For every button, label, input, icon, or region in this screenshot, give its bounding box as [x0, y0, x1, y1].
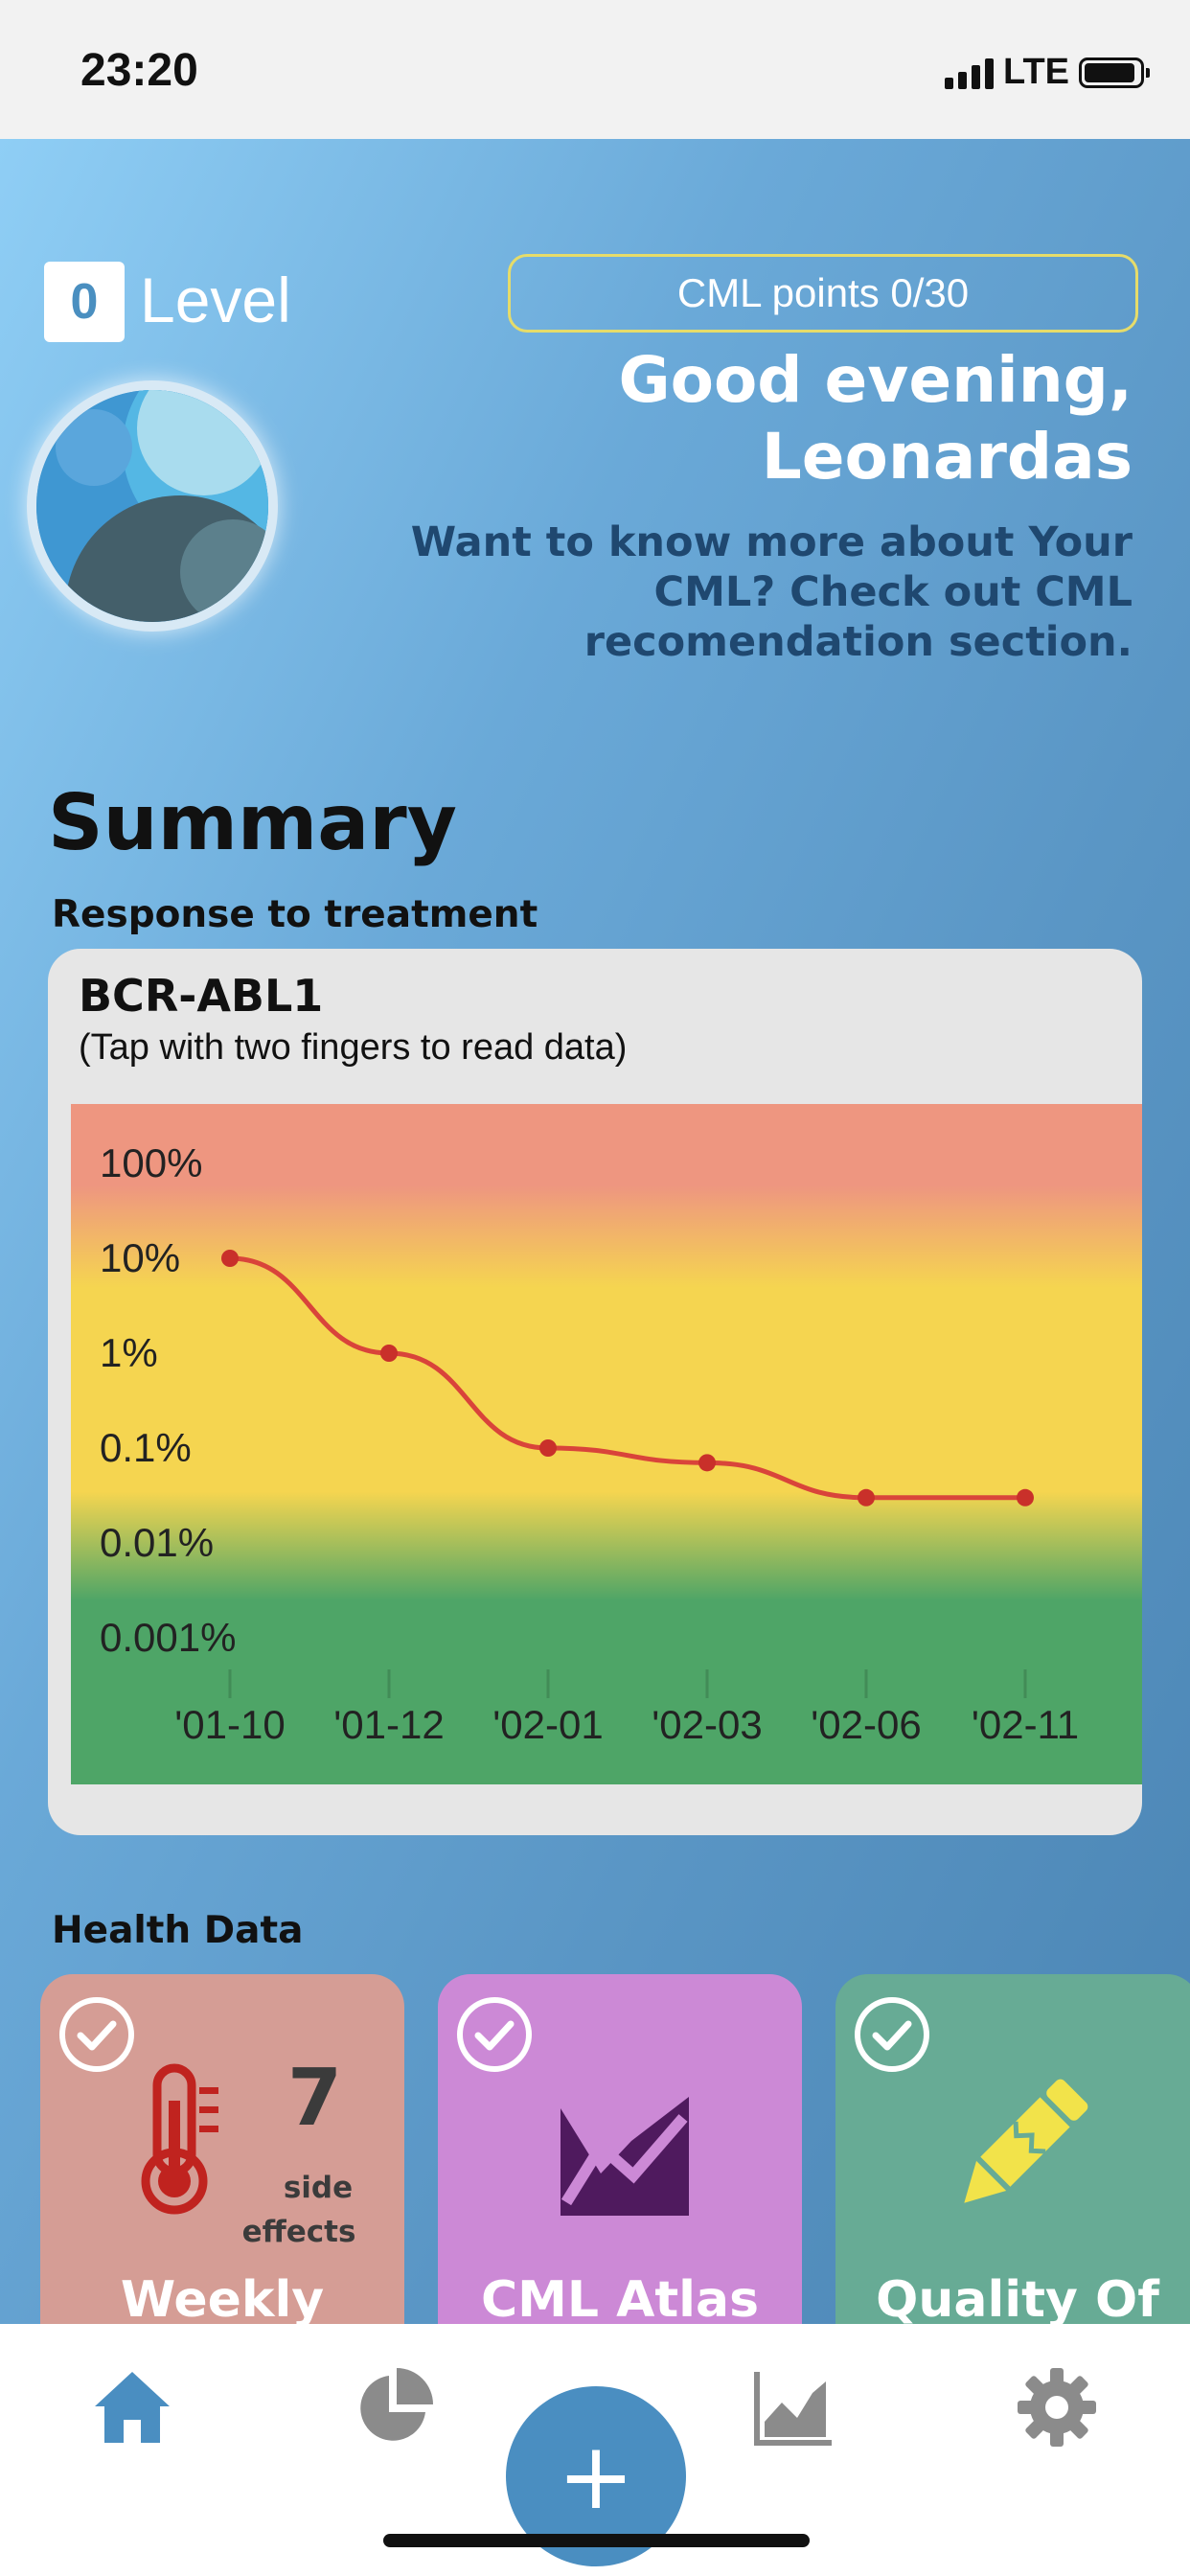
- thermometer-icon: [141, 2063, 218, 2215]
- pie-chart-icon[interactable]: [351, 2364, 437, 2450]
- chart-title: BCR-ABL1: [79, 970, 324, 1022]
- side-label: side: [283, 2171, 354, 2205]
- response-title: Response to treatment: [52, 893, 538, 936]
- home-icon[interactable]: [89, 2364, 175, 2450]
- area-chart-icon[interactable]: [749, 2364, 835, 2450]
- status-indicators: LTE: [945, 52, 1150, 93]
- status-time: 23:20: [80, 45, 198, 96]
- network-label: LTE: [1003, 52, 1069, 92]
- x-tick-marks: [228, 1669, 1027, 1698]
- x-tick-label: '02-03: [652, 1702, 762, 1747]
- data-point: [1017, 1488, 1034, 1506]
- greeting-line-2: Leonardas: [761, 420, 1133, 494]
- x-tick-label: '01-10: [174, 1702, 285, 1747]
- check-icon: [59, 1997, 134, 2072]
- level-label: Level: [140, 264, 291, 335]
- status-bar: 23:20 LTE: [0, 0, 1190, 139]
- signal-icon: [945, 57, 995, 89]
- data-point: [380, 1345, 398, 1362]
- y-axis-labels: 100% 10% 1% 0.1% 0.01% 0.001%: [100, 1140, 236, 1660]
- tile-label: Quality Of: [876, 2271, 1159, 2324]
- cml-points-button[interactable]: CML points 0/30: [508, 254, 1138, 333]
- level-number: 0: [70, 274, 99, 330]
- battery-icon: [1079, 57, 1150, 88]
- data-point: [539, 1439, 557, 1457]
- side-effects-count: 7: [287, 2053, 343, 2144]
- message-line-3: recomendation section.: [584, 618, 1133, 666]
- home-screen: 0 Level CML points 0/30 Good evening, Le…: [0, 139, 1190, 2324]
- tile-label: CML Atlas: [480, 2271, 760, 2324]
- pencil-icon: [964, 2079, 1088, 2203]
- effects-label: effects: [241, 2215, 356, 2249]
- bcr-abl1-chart[interactable]: 100% 10% 1% 0.1% 0.01% 0.001% '01-10 '01-12 '02…: [71, 1104, 1142, 1784]
- home-indicator: [383, 2534, 810, 2547]
- data-point: [698, 1454, 716, 1472]
- data-point: [221, 1250, 239, 1267]
- message-line-1: Want to know more about Your: [410, 518, 1133, 566]
- chart-subtitle: (Tap with two fingers to read data): [79, 1027, 628, 1068]
- y-tick-label: 0.01%: [100, 1520, 214, 1565]
- check-icon: [855, 1997, 929, 2072]
- recommendation-message[interactable]: Want to know more about Your CML? Check …: [347, 518, 1133, 667]
- data-points: [221, 1250, 1034, 1506]
- avatar[interactable]: [27, 380, 278, 632]
- x-tick-label: '02-01: [492, 1702, 603, 1747]
- weekly-tile[interactable]: 7 side effects Weekly: [40, 1974, 404, 2324]
- check-icon: [457, 1997, 532, 2072]
- x-axis-labels: '01-10 '01-12 '02-01 '02-03 '02-06 '02-11: [174, 1702, 1079, 1747]
- gear-icon[interactable]: [1014, 2364, 1100, 2450]
- level-badge[interactable]: 0: [44, 262, 125, 342]
- tile-label: Weekly: [120, 2271, 325, 2324]
- data-point: [858, 1488, 875, 1506]
- avatar-graphic: [36, 390, 268, 622]
- area-chart-icon: [561, 2097, 689, 2216]
- message-line-2: CML? Check out CML: [653, 568, 1133, 616]
- greeting-line-1: Good evening,: [618, 343, 1133, 417]
- y-tick-label: 10%: [100, 1235, 180, 1280]
- y-tick-label: 0.001%: [100, 1615, 236, 1660]
- quality-of-life-tile[interactable]: Quality Of: [835, 1974, 1190, 2324]
- chart-background: [71, 1104, 1142, 1784]
- y-tick-label: 100%: [100, 1140, 202, 1185]
- health-data-title: Health Data: [52, 1909, 304, 1952]
- cml-atlas-tile[interactable]: CML Atlas: [438, 1974, 802, 2324]
- greeting: Good evening, Leonardas: [462, 342, 1133, 495]
- summary-title: Summary: [48, 778, 457, 867]
- y-tick-label: 0.1%: [100, 1425, 192, 1470]
- bcr-abl1-chart-card[interactable]: BCR-ABL1 (Tap with two fingers to read d…: [48, 949, 1142, 1835]
- x-tick-label: '01-12: [333, 1702, 444, 1747]
- side-effects-label: side effects: [232, 2166, 366, 2254]
- x-tick-label: '02-06: [811, 1702, 921, 1747]
- y-tick-label: 1%: [100, 1330, 158, 1375]
- x-tick-label: '02-11: [972, 1702, 1079, 1747]
